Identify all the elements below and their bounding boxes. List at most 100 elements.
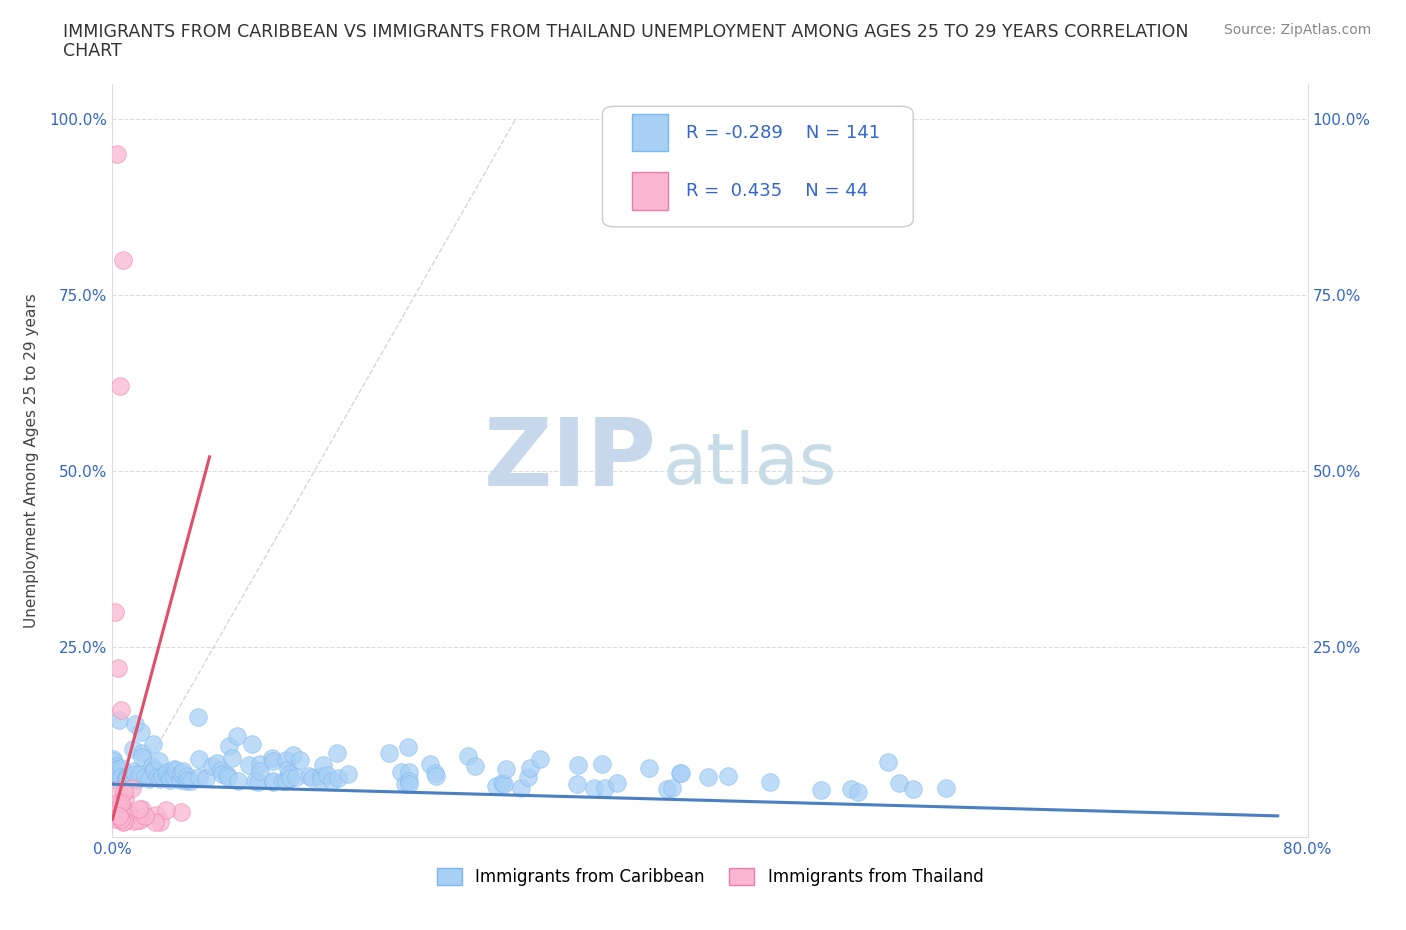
Point	[124, 717, 146, 732]
Point	[103, 765, 125, 780]
Point	[115, 804, 138, 818]
Point	[516, 769, 538, 784]
Point	[326, 745, 349, 760]
Point	[159, 773, 181, 788]
Point	[101, 761, 124, 776]
Point	[114, 772, 136, 787]
Point	[104, 768, 127, 783]
Point	[131, 802, 153, 817]
Point	[110, 812, 132, 827]
Point	[638, 761, 661, 776]
Point	[188, 769, 211, 784]
Text: R =  0.435    N = 44: R = 0.435 N = 44	[686, 181, 869, 200]
Point	[115, 771, 138, 786]
Point	[129, 766, 152, 781]
Point	[583, 780, 606, 795]
Point	[115, 771, 138, 786]
Point	[155, 803, 177, 817]
Point	[134, 809, 156, 824]
Point	[110, 761, 132, 776]
Point	[107, 804, 129, 819]
Point	[697, 770, 720, 785]
Point	[398, 773, 420, 788]
Point	[121, 780, 143, 795]
Point	[394, 777, 416, 791]
Point	[114, 809, 136, 824]
Point	[887, 776, 910, 790]
Point	[846, 785, 869, 800]
Point	[156, 764, 179, 779]
Point	[105, 795, 128, 810]
Point	[606, 776, 628, 790]
Point	[935, 780, 957, 795]
Point	[103, 802, 125, 817]
Point	[145, 807, 167, 822]
Point	[661, 780, 683, 795]
Point	[107, 767, 129, 782]
Point	[671, 766, 693, 781]
Point	[226, 774, 249, 789]
Bar	[633, 113, 668, 152]
Point	[485, 778, 508, 793]
Point	[396, 739, 419, 754]
Point	[593, 780, 616, 795]
Point	[105, 147, 128, 162]
Text: ZIP: ZIP	[484, 415, 657, 506]
Point	[176, 769, 198, 784]
Point	[115, 769, 138, 784]
Point	[112, 785, 135, 800]
Point	[101, 764, 124, 778]
Point	[101, 763, 124, 777]
Point	[398, 777, 420, 791]
Point	[127, 813, 149, 828]
Point	[176, 773, 198, 788]
Point	[180, 774, 202, 789]
Point	[246, 775, 269, 790]
Point	[103, 810, 125, 825]
Point	[276, 752, 298, 767]
Point	[278, 770, 301, 785]
Point	[240, 737, 263, 751]
Point	[121, 741, 143, 756]
Point	[127, 772, 149, 787]
Point	[101, 751, 124, 766]
Point	[111, 809, 134, 824]
Point	[262, 773, 284, 788]
Point	[138, 771, 160, 786]
FancyBboxPatch shape	[603, 106, 914, 227]
Text: R = -0.289    N = 141: R = -0.289 N = 141	[686, 124, 880, 141]
Point	[510, 780, 533, 795]
Point	[120, 769, 142, 784]
Point	[107, 810, 129, 825]
Point	[205, 755, 228, 770]
Point	[112, 815, 135, 830]
Point	[114, 809, 136, 824]
Point	[120, 771, 142, 786]
Point	[150, 769, 173, 784]
Point	[145, 815, 167, 830]
Text: Source: ZipAtlas.com: Source: ZipAtlas.com	[1223, 23, 1371, 37]
Point	[277, 766, 299, 781]
Point	[298, 769, 321, 784]
Point	[112, 814, 135, 829]
Point	[249, 764, 271, 779]
Point	[217, 769, 239, 784]
Point	[274, 774, 297, 789]
Point	[519, 761, 541, 776]
Point	[591, 756, 613, 771]
Point	[839, 781, 862, 796]
Point	[425, 768, 447, 783]
Point	[336, 766, 359, 781]
Point	[146, 769, 169, 784]
Point	[111, 252, 134, 267]
Point	[309, 768, 332, 783]
Point	[657, 781, 679, 796]
Point	[669, 766, 692, 781]
Point	[115, 811, 138, 826]
Point	[107, 660, 129, 675]
Point	[149, 771, 172, 786]
Point	[108, 712, 131, 727]
Point	[201, 759, 224, 774]
Point	[312, 758, 335, 773]
Point	[225, 728, 247, 743]
